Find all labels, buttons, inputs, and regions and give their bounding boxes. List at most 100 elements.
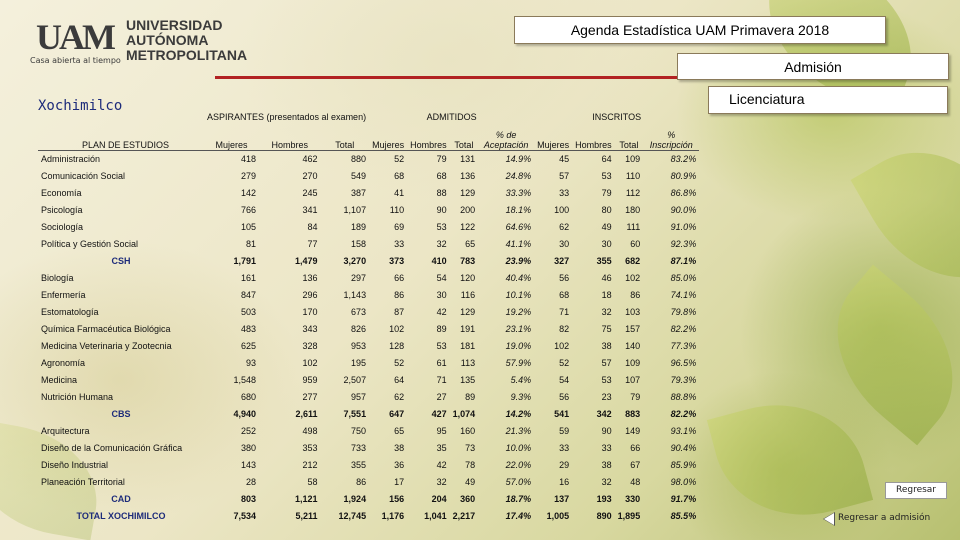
plan-name-cell: Economía	[41, 187, 82, 198]
table-row: Enfermería 847 296 1,143 86 30 116 10.1% 68 18 86 7…	[38, 286, 699, 303]
value-cell: 85.5%	[670, 510, 697, 521]
value-cell: 22.0%	[505, 459, 532, 470]
value-cell: 30	[601, 238, 612, 249]
value-cell: 92.3%	[670, 238, 697, 249]
value-cell: 33	[559, 442, 570, 453]
value-cell: 5.4%	[510, 374, 532, 385]
value-cell: 53	[436, 221, 447, 232]
value-cell: 10.1%	[505, 289, 532, 300]
level-title: Licenciatura	[708, 86, 948, 114]
value-cell: 953	[351, 340, 367, 351]
value-cell: 57	[601, 357, 612, 368]
value-cell: 1,479	[295, 255, 318, 266]
value-cell: 18.1%	[505, 204, 532, 215]
value-cell: 959	[302, 374, 318, 385]
value-cell: 682	[625, 255, 641, 266]
value-cell: 30	[436, 289, 447, 300]
value-cell: 2,507	[343, 374, 367, 385]
value-cell: 189	[351, 221, 367, 232]
plan-name-cell: Sociología	[41, 221, 84, 232]
value-cell: 120	[460, 272, 476, 283]
value-cell: 1,121	[295, 493, 318, 504]
value-cell: 541	[554, 408, 570, 419]
value-cell: 52	[394, 357, 405, 368]
value-cell: 85.9%	[670, 459, 697, 470]
value-cell: 52	[394, 153, 405, 164]
plan-name-cell: Estomatología	[41, 306, 99, 317]
value-cell: 54	[436, 272, 447, 283]
regresar-button[interactable]: Regresar	[885, 482, 947, 499]
value-cell: 2,611	[295, 408, 318, 419]
value-cell: 113	[460, 357, 476, 368]
value-cell: 23.1%	[505, 323, 532, 334]
value-cell: 61	[436, 357, 447, 368]
value-cell: 1,107	[343, 204, 367, 215]
value-cell: 35	[436, 442, 447, 453]
value-cell: 12,745	[338, 510, 367, 521]
value-cell: 1,924	[343, 493, 367, 504]
value-cell: 803	[240, 493, 257, 504]
value-cell: 1,005	[546, 510, 570, 521]
value-cell: 59	[559, 425, 570, 436]
plan-name-cell: CSH	[111, 255, 131, 266]
value-cell: 102	[389, 323, 405, 334]
table-body: Administración 418 462 880 52 79 131 14.9% 45 64 1…	[38, 150, 699, 524]
col-total: Total	[614, 122, 644, 151]
value-cell: 68	[559, 289, 570, 300]
value-cell: 498	[302, 425, 318, 436]
col-total: Total	[449, 122, 479, 151]
value-cell: 27	[436, 391, 447, 402]
value-cell: 88	[436, 187, 447, 198]
table-column-header: PLAN DE ESTUDIOS Mujeres Hombres Total M…	[38, 122, 700, 151]
plan-name-cell: Psicología	[41, 204, 83, 215]
value-cell: 342	[596, 408, 612, 419]
value-cell: 56	[559, 272, 570, 283]
value-cell: 883	[625, 408, 641, 419]
value-cell: 57.0%	[505, 476, 532, 487]
value-cell: 82.2%	[670, 323, 697, 334]
value-cell: 87	[394, 306, 405, 317]
value-cell: 66	[630, 442, 641, 453]
value-cell: 60	[630, 238, 641, 249]
value-cell: 156	[389, 493, 405, 504]
value-cell: 109	[625, 357, 641, 368]
table-row: Estomatología 503 170 673 87 42 129 19.2% 71 32 10…	[38, 303, 699, 320]
table-row: Medicina Veterinaria y Zootecnia 625 328 95…	[38, 337, 699, 354]
value-cell: 129	[460, 306, 476, 317]
plan-name-cell: Agronomía	[41, 357, 86, 368]
value-cell: 1,176	[381, 510, 405, 521]
regresar-admision-button[interactable]: Regresar a admisión	[822, 510, 950, 528]
value-cell: 373	[389, 255, 405, 266]
value-cell: 297	[351, 272, 367, 283]
value-cell: 42	[436, 306, 447, 317]
value-cell: 122	[460, 221, 476, 232]
value-cell: 28	[246, 476, 257, 487]
value-cell: 380	[240, 442, 257, 453]
value-cell: 32	[436, 238, 447, 249]
value-cell: 880	[351, 153, 367, 164]
value-cell: 111	[626, 221, 641, 232]
value-cell: 69	[394, 221, 405, 232]
value-cell: 252	[240, 425, 257, 436]
value-cell: 158	[351, 238, 367, 249]
value-cell: 327	[554, 255, 570, 266]
value-cell: 74.1%	[670, 289, 697, 300]
value-cell: 142	[240, 187, 257, 198]
value-cell: 53	[601, 374, 612, 385]
table-row: Biología 161 136 297 66 54 120 40.4% 56 46 102 85.0…	[38, 269, 699, 286]
value-cell: 40.4%	[505, 272, 532, 283]
value-cell: 110	[625, 170, 641, 181]
value-cell: 107	[625, 374, 641, 385]
value-cell: 17	[394, 476, 405, 487]
value-cell: 136	[302, 272, 318, 283]
col-total: Total	[320, 122, 370, 151]
value-cell: 52	[559, 357, 570, 368]
table-row: Planeación Territorial 28 58 86 17 32 49 57.0% 1…	[38, 473, 699, 490]
value-cell: 33	[601, 442, 612, 453]
value-cell: 85.0%	[670, 272, 697, 283]
value-cell: 98.0%	[670, 476, 697, 487]
value-cell: 328	[302, 340, 318, 351]
value-cell: 1,041	[424, 510, 447, 521]
value-cell: 23.9%	[505, 255, 532, 266]
